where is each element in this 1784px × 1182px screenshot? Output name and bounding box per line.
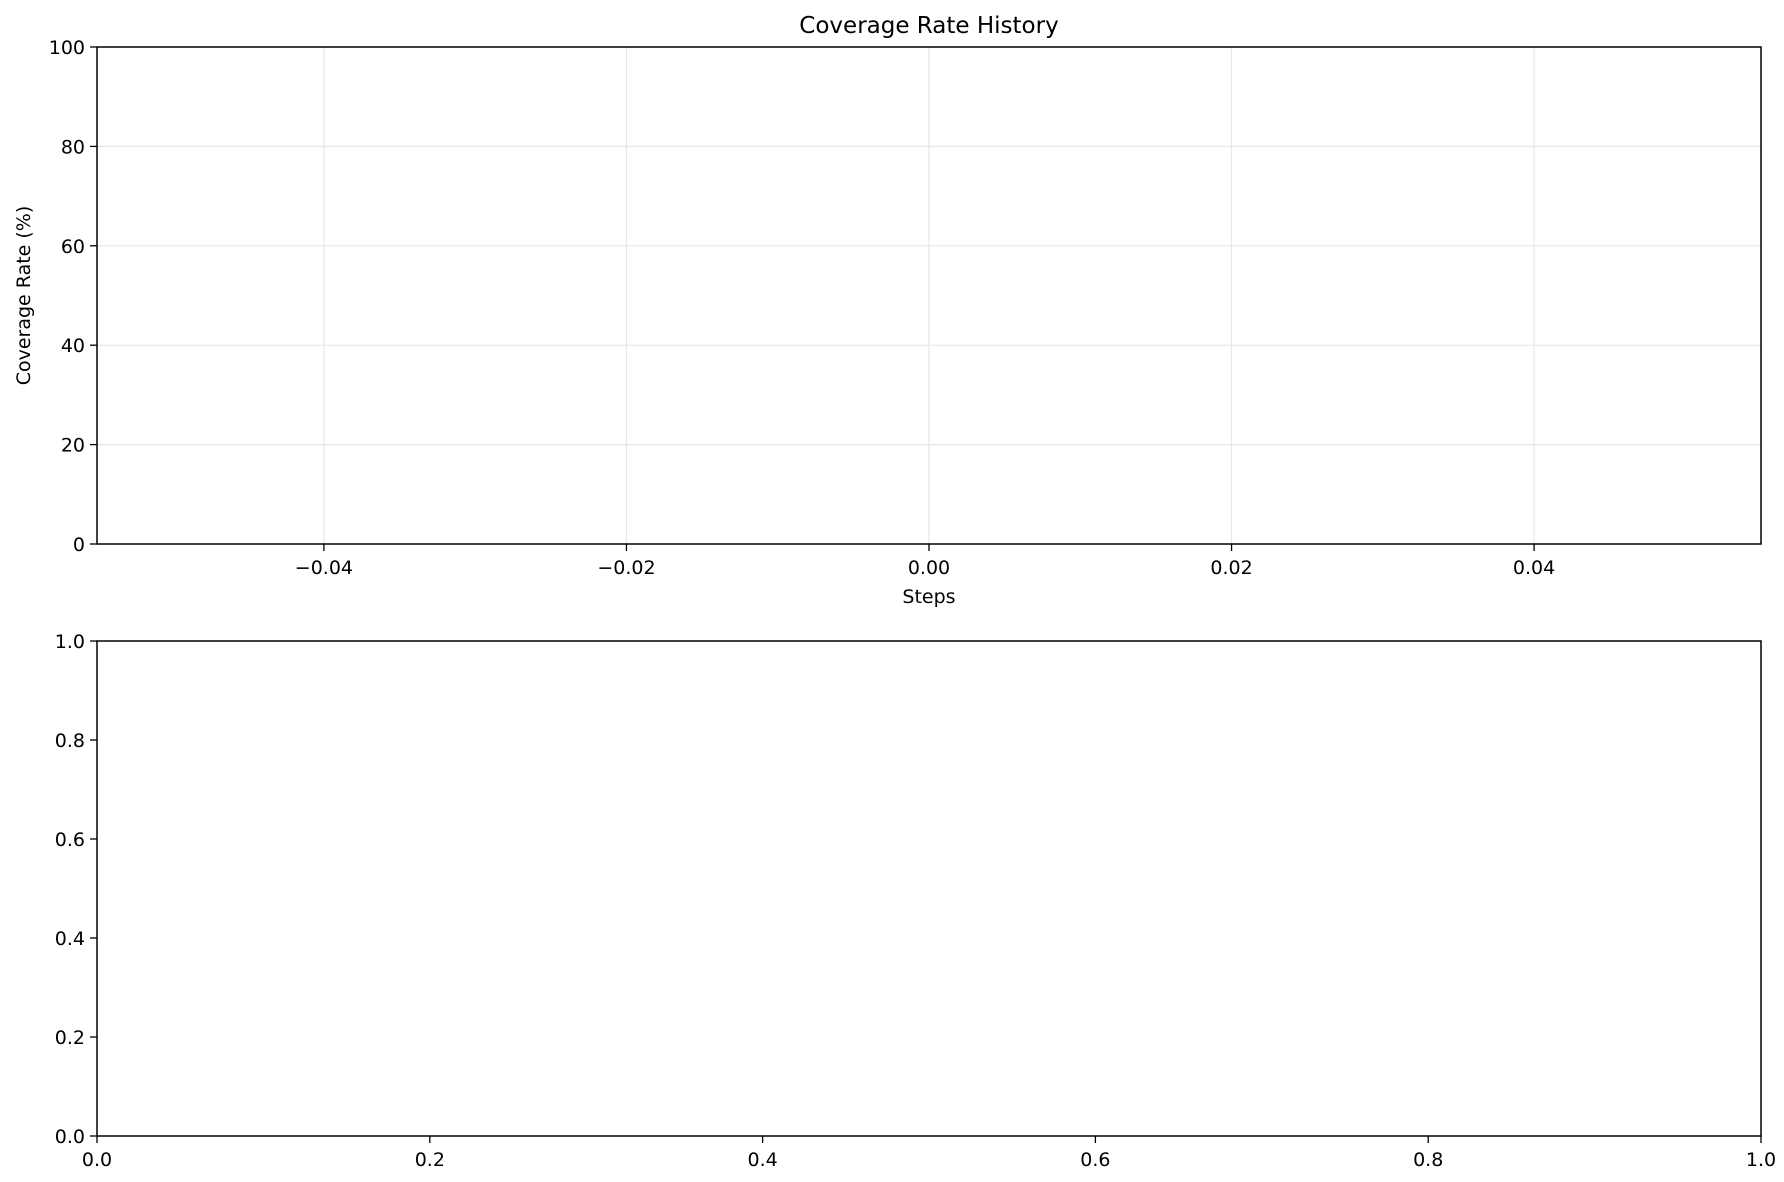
y-tick-label: 20: [61, 435, 85, 457]
x-tick-label: 0.4: [747, 1149, 777, 1171]
y-tick-label: 60: [61, 236, 85, 258]
y-tick-label: 40: [61, 335, 85, 357]
coverage-rate-chart: −0.04 −0.02 0.00 0.02 0.04 0 20 40 60 80 100 Cove…: [13, 13, 1762, 608]
chart1-y-ticks: 0 20 40 60 80 100: [49, 37, 97, 556]
x-tick-label: −0.02: [597, 557, 655, 579]
x-tick-label: 0.6: [1080, 1149, 1110, 1171]
chart2-x-ticks: 0.0 0.2 0.4 0.6 0.8 1.0: [82, 1136, 1776, 1171]
y-tick-label: 0.2: [55, 1027, 85, 1049]
chart2-plot-frame: [96, 640, 1762, 1137]
y-tick-label: 1.0: [55, 631, 85, 653]
y-tick-label: 0.6: [55, 829, 85, 851]
x-tick-label: 0.8: [1413, 1149, 1443, 1171]
x-tick-label: 0.02: [1210, 557, 1252, 579]
x-tick-label: 0.00: [908, 557, 950, 579]
y-tick-label: 0: [73, 534, 85, 556]
empty-secondary-chart: 0.0 0.2 0.4 0.6 0.8 1.0 0.0 0.2 0.4 0.6 0.8 1.0: [55, 631, 1776, 1171]
y-tick-label: 0.8: [55, 730, 85, 752]
y-tick-label: 80: [61, 136, 85, 158]
x-tick-label: 1.0: [1746, 1149, 1776, 1171]
x-tick-label: 0.04: [1513, 557, 1555, 579]
y-tick-label: 100: [49, 37, 85, 59]
y-tick-label: 0.4: [55, 928, 85, 950]
y-tick-label: 0.0: [55, 1126, 85, 1148]
x-tick-label: −0.04: [295, 557, 353, 579]
chart2-y-ticks: 0.0 0.2 0.4 0.6 0.8 1.0: [55, 631, 97, 1148]
chart1-title: Coverage Rate History: [799, 13, 1058, 39]
chart1-y-axis-label: Coverage Rate (%): [13, 206, 35, 386]
chart1-grid: [97, 47, 1761, 544]
chart1-x-ticks: −0.04 −0.02 0.00 0.02 0.04: [295, 544, 1555, 579]
x-tick-label: 0.2: [415, 1149, 445, 1171]
x-tick-label: 0.0: [82, 1149, 112, 1171]
chart1-x-axis-label: Steps: [902, 586, 955, 608]
